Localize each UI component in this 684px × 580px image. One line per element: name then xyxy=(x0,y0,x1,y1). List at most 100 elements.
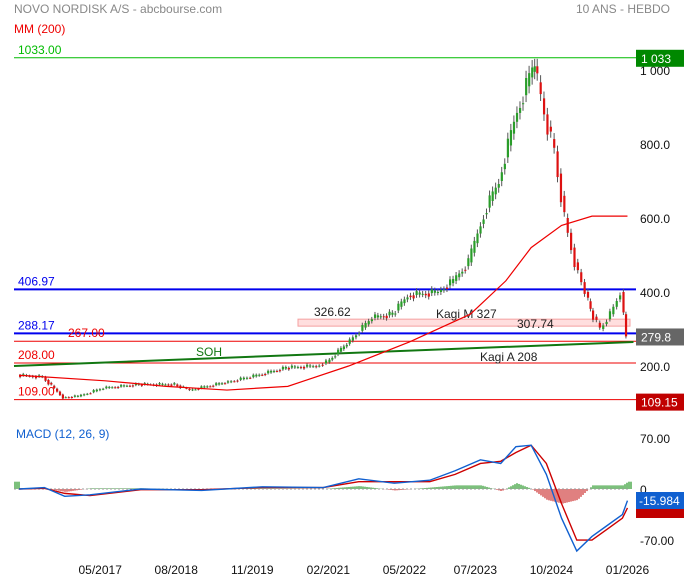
histogram-bar xyxy=(554,489,556,502)
last-price-label: 279.8 xyxy=(641,330,671,344)
histogram-bar xyxy=(72,489,74,491)
y-tick-label: 200.0 xyxy=(640,360,670,374)
candle xyxy=(252,374,255,378)
histogram-bar xyxy=(256,488,258,489)
candle xyxy=(233,381,236,383)
candle xyxy=(394,313,397,315)
kagi-a-label: Kagi A 208 xyxy=(480,350,538,364)
histogram-bar xyxy=(276,488,278,489)
candle xyxy=(576,262,579,271)
histogram-bar xyxy=(468,485,470,489)
candle xyxy=(418,292,421,295)
candle xyxy=(264,374,267,376)
candle xyxy=(92,390,95,393)
histogram-bar xyxy=(622,485,624,489)
candle xyxy=(455,275,458,281)
histogram-bar xyxy=(616,485,618,489)
histogram-bar xyxy=(568,489,570,503)
candle xyxy=(258,374,261,376)
candle xyxy=(376,315,380,318)
candle xyxy=(563,195,566,213)
histogram-bar xyxy=(428,487,430,489)
macd-legend: MACD (12, 26, 9) xyxy=(16,427,109,441)
last-low-badge xyxy=(636,393,684,411)
histogram-bar xyxy=(436,486,438,489)
candle xyxy=(218,383,221,385)
histogram-bar xyxy=(66,489,68,492)
histogram-bar xyxy=(538,489,540,494)
y-tick-label: 600.0 xyxy=(640,212,670,226)
candle xyxy=(102,388,105,390)
histogram-bar xyxy=(476,485,478,489)
candle xyxy=(461,271,464,274)
histogram-bar xyxy=(462,485,464,489)
candle xyxy=(485,213,488,215)
histogram-bar xyxy=(104,488,106,489)
histogram-bar xyxy=(432,487,434,489)
histogram-bar xyxy=(458,485,460,489)
candle xyxy=(583,282,586,294)
x-tick-label: 10/2024 xyxy=(530,563,574,577)
candle xyxy=(337,349,340,355)
level-label: 288.17 xyxy=(18,318,55,332)
histogram-bar xyxy=(566,489,568,503)
candle xyxy=(345,344,348,347)
candle xyxy=(61,394,65,399)
candle xyxy=(209,386,212,388)
candle xyxy=(111,387,114,389)
candle xyxy=(302,366,306,369)
x-tick-label: 05/2017 xyxy=(78,563,122,577)
x-tick-label: 07/2023 xyxy=(454,563,498,577)
candle xyxy=(482,219,485,224)
histogram-bar xyxy=(464,485,466,489)
candle xyxy=(559,173,563,203)
histogram-bar xyxy=(536,489,538,493)
candle xyxy=(595,316,598,320)
candle xyxy=(473,240,476,253)
candle xyxy=(488,195,491,208)
candle xyxy=(236,380,239,382)
macd-last-label: -15.984 xyxy=(639,494,680,508)
candle xyxy=(479,226,482,234)
macd-line xyxy=(19,444,629,553)
histogram-bar xyxy=(362,486,364,489)
histogram-bar xyxy=(392,489,394,491)
histogram-bar xyxy=(526,487,528,489)
candle xyxy=(167,384,170,386)
histogram-bar xyxy=(592,485,594,489)
candle xyxy=(439,289,443,292)
histogram-bar xyxy=(368,487,370,489)
histogram-bar xyxy=(500,489,502,491)
candle xyxy=(506,138,510,158)
histogram-bar xyxy=(92,488,94,489)
level-label: 208.00 xyxy=(18,348,55,362)
candle xyxy=(50,382,53,385)
last-high-badge xyxy=(636,49,684,67)
candle xyxy=(114,387,117,389)
histogram-bar xyxy=(448,485,450,489)
candle xyxy=(164,384,167,386)
histogram-bar xyxy=(600,485,602,489)
candle xyxy=(427,293,430,297)
ma-legend: MM (200) xyxy=(14,22,65,36)
histogram-bar xyxy=(272,488,274,489)
histogram-bar xyxy=(546,489,548,500)
histogram-bar xyxy=(360,486,362,489)
histogram-bar xyxy=(472,485,474,489)
candle xyxy=(108,386,111,388)
histogram-bar xyxy=(550,489,552,501)
candle xyxy=(328,359,331,363)
candle xyxy=(556,151,559,178)
candle xyxy=(358,333,361,335)
histogram-bar xyxy=(424,488,426,489)
histogram-bar xyxy=(14,481,16,489)
histogram-bar xyxy=(510,486,512,489)
candle xyxy=(624,314,628,337)
histogram-bar xyxy=(364,486,366,489)
candle xyxy=(194,389,197,391)
candle xyxy=(409,295,412,298)
candle xyxy=(105,386,108,389)
candle xyxy=(539,82,542,95)
